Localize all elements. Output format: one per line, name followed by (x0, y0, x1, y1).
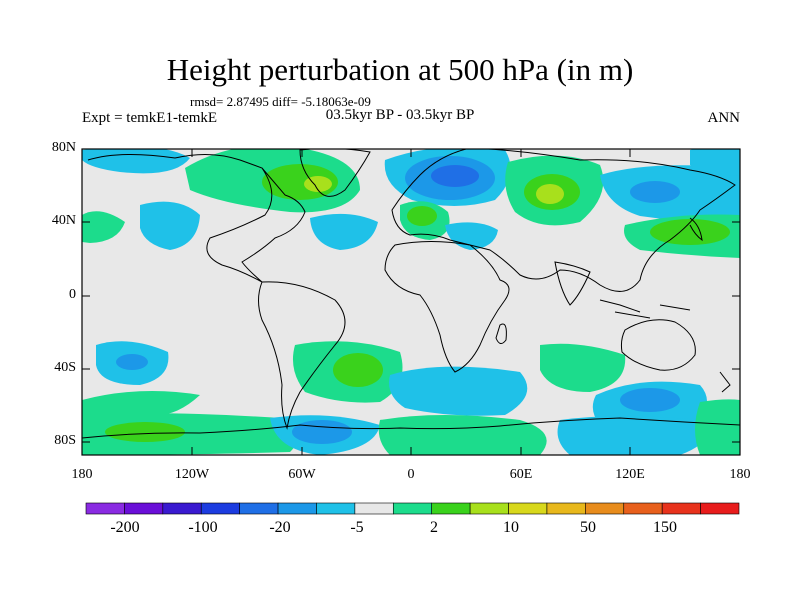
coastline-indonesia (599, 299, 691, 319)
colorbar-cell (546, 502, 586, 515)
anomaly-region (116, 354, 148, 370)
colorbar-cell (392, 502, 433, 515)
coastline-madagascar (495, 323, 507, 344)
anomaly-region (310, 213, 378, 250)
x-tick-label: 60E (509, 467, 533, 482)
anomaly-region (333, 353, 383, 387)
anomaly-region (407, 206, 437, 226)
colorbar-label: -5 (350, 519, 364, 536)
stats-text: rmsd= 2.87495 diff= -5.18063e-09 (190, 94, 371, 109)
anomaly-region (557, 416, 707, 455)
x-tick-label: 120W (174, 467, 210, 482)
tick-marks (82, 148, 740, 455)
coastline-europe-asia (391, 149, 736, 292)
coastline-japan (689, 217, 703, 242)
y-tick-label: 40S (54, 360, 76, 375)
colorbar-cell (700, 502, 740, 515)
colorbar-cell (508, 502, 548, 515)
colorbar-cell (85, 502, 125, 515)
experiment-text: Expt = temkE1-temkE (82, 110, 218, 126)
colorbar-label: 2 (430, 519, 438, 536)
colorbar-label: -100 (188, 519, 218, 536)
colorbar-cell (585, 502, 625, 515)
coastline-new-zealand (719, 371, 731, 393)
anomaly-region (695, 399, 740, 455)
anomaly-region (140, 201, 200, 250)
colorbar (85, 502, 740, 515)
anomaly-region (620, 388, 680, 412)
chart-title: Height perturbation at 500 hPa (in m) (166, 52, 634, 87)
anomaly-region (431, 165, 479, 187)
colorbar-cell (316, 502, 356, 515)
x-tick-label: 180 (729, 467, 751, 482)
colorbar-cell (661, 502, 701, 515)
y-tick-label: 0 (69, 287, 76, 302)
y-tick-label: 40N (51, 213, 76, 228)
colorbar-label: -20 (269, 519, 291, 536)
colorbar-label: -200 (110, 519, 140, 536)
anomaly-region (630, 181, 680, 203)
anomaly-region (82, 211, 125, 243)
anomaly-region (540, 343, 626, 392)
colorbar-cell (623, 502, 663, 515)
anomaly-region (536, 184, 564, 204)
anomaly-region (650, 219, 730, 245)
colorbar-label: 10 (503, 519, 519, 536)
season-text: ANN (707, 110, 741, 126)
x-tick-label: 0 (407, 467, 415, 482)
colorbar-cell (469, 502, 509, 515)
colorbar-cell (124, 502, 164, 515)
x-tick-label: 120E (615, 467, 645, 482)
colorbar-cell (200, 502, 240, 515)
anomaly-region (378, 415, 547, 455)
colorbar-cell (162, 502, 202, 515)
coastline-africa (384, 241, 510, 373)
coastline-india (554, 261, 591, 306)
y-tick-label: 80S (54, 433, 76, 448)
coastline-north-america (87, 153, 306, 283)
coastline-south-america (258, 281, 346, 430)
coastline-antarctica (82, 417, 740, 439)
anomaly-region (105, 422, 185, 442)
anomaly-region (389, 366, 528, 416)
period-text: 03.5kyr BP - 03.5kyr BP (325, 107, 475, 123)
x-tick-label: 60W (288, 467, 316, 482)
y-tick-label: 80N (51, 140, 76, 155)
colorbar-cell (277, 502, 317, 515)
x-tick-label: 180 (71, 467, 93, 482)
colorbar-label: 50 (580, 519, 596, 536)
anomaly-region (82, 149, 190, 174)
anomaly-region (690, 149, 740, 176)
anomaly-region (292, 420, 352, 444)
colorbar-cell (431, 502, 471, 515)
colorbar-cell (239, 502, 279, 515)
colorbar-cell (354, 502, 394, 515)
coastlines (82, 149, 740, 439)
coastline-australia (620, 319, 696, 371)
colorbar-label: 150 (653, 519, 677, 536)
